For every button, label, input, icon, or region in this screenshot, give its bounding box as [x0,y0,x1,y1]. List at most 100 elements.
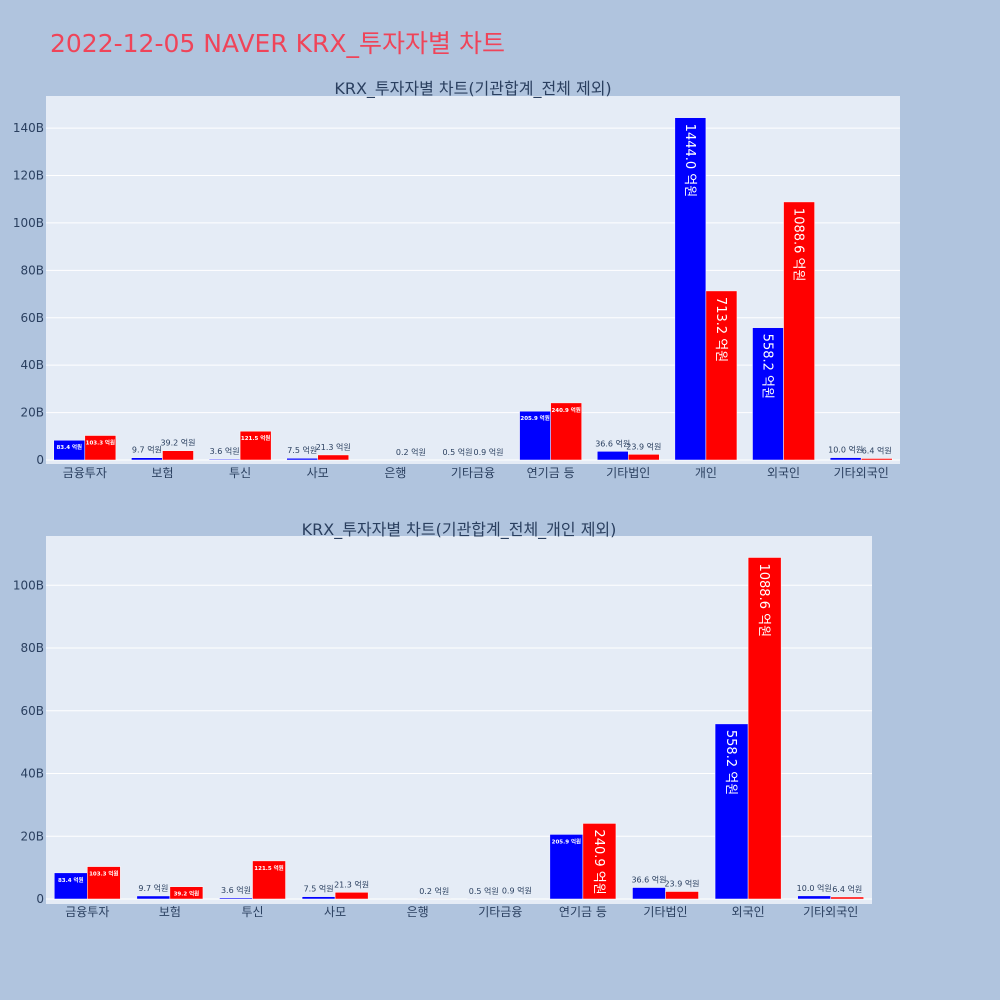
bar-value-label: 10.0 억원 [797,883,832,893]
chart-body: KRX_투자자별 차트(기관합계_전체 제외) 0 20B 40B 60B 80B 100B… [13,79,900,480]
bar-sell [334,892,369,900]
x-tick-label: 기타법인 [606,466,650,480]
y-tick-label: 100B [13,578,44,592]
bar-sell [860,458,893,461]
bar-sell [252,860,286,900]
bar-sell [628,454,660,461]
bar-value-label: 21.3 억원 [334,879,369,889]
chart-bottom: KRX_투자자별 차트(기관합계_전체_개인 제외) 0 20B 40B 60B 80B 1… [13,520,872,919]
bar-sell [317,454,350,461]
bar-value-label: 39.2 억원 [160,438,195,448]
bar-buy [632,887,666,900]
bar-sell [830,896,864,900]
bar-value-label: 7.5 억원 [304,884,334,894]
bar-sell [84,435,117,461]
bar-value-label: 0.5 억원 [442,447,472,457]
bar-buy [286,457,318,461]
bar-value-label: 9.7 억원 [138,883,168,893]
x-tick-label: 기타금융 [478,905,522,919]
bar-value-label: 39.2 억원 [174,890,200,898]
x-tick-label: 외국인 [732,905,765,919]
bar-value-label: 3.6 억원 [221,885,251,895]
bar-value-label: 558.2 억원 [759,334,774,399]
bar-buy [714,723,749,900]
bar-value-label: 9.7 억원 [132,445,162,455]
bar-buy [519,410,551,461]
bar-value-label: 240.9 억원 [551,406,580,414]
x-tick-label: 보험 [151,466,173,480]
bar-value-label: 0.2 억원 [419,886,449,896]
x-tick-label: 투신 [229,466,251,480]
bar-buy [131,457,163,461]
x-tick-label: 기타법인 [643,905,687,919]
x-tick-label: 기타금융 [451,466,495,480]
x-tick-label: 은행 [407,904,429,919]
bar-value-label: 103.3 억원 [86,439,115,447]
bar-buy [54,872,88,900]
bar-value-label: 3.6 억원 [210,446,240,456]
chart-title: KRX_투자자별 차트(기관합계_전체 제외) [334,79,611,99]
bar-value-label: 1088.6 억원 [791,208,806,282]
y-tick-label: 120B [13,169,44,183]
bar-sell [747,557,782,900]
bar-buy [752,327,784,461]
bar-buy [219,897,253,900]
x-tick-label: 금융투자 [65,905,109,919]
bar-value-label: 0.9 억원 [474,447,504,457]
x-tick-label: 외국인 [767,466,800,480]
bar-value-label: 83.4 억원 [56,443,82,451]
x-tick-label: 개인 [695,466,717,480]
y-tick-label: 40B [20,767,44,781]
bar-buy [829,457,862,461]
bar-value-label: 121.5 억원 [241,434,270,442]
x-tick-label: 은행 [384,465,406,480]
bar-sell [162,450,194,461]
bar-value-label: 6.4 억원 [832,884,862,894]
bar-value-label: 121.5 억원 [254,864,283,872]
bar-value-label: 0.9 억원 [502,886,532,896]
bar-value-label: 205.9 억원 [520,414,549,422]
bar-buy [549,834,584,900]
bar-value-label: 21.3 억원 [316,442,351,452]
bar-value-label: 23.9 억원 [626,441,661,451]
bar-value-label: 0.5 억원 [469,886,499,896]
bar-value-label: 36.6 억원 [595,438,630,448]
x-tick-label: 사모 [324,905,346,919]
bar-sell [783,201,815,461]
bar-buy [301,896,336,900]
bar-buy [136,895,171,900]
bar-buy [797,895,831,900]
x-tick-label: 기타외국인 [834,466,889,480]
bar-value-label: 23.9 억원 [664,879,699,889]
bar-value-label: 713.2 억원 [713,297,728,362]
bar-buy [674,117,707,461]
x-tick-label: 기타외국인 [803,905,858,919]
bar-value-label: 103.3 억원 [89,870,118,878]
y-tick-label: 60B [20,704,44,718]
y-tick-label: 0 [36,892,44,906]
chart-body: KRX_투자자별 차트(기관합계_전체_개인 제외) 0 20B 40B 60B 80B 1… [13,520,872,919]
page-title: 2022-12-05 NAVER KRX_투자자별 차트 [50,29,505,58]
y-tick-label: 0 [36,453,44,467]
bar-sell [169,886,204,900]
bar-value-label: 10.0 억원 [828,445,863,455]
x-tick-label: 연기금 등 [527,466,575,480]
y-tick-label: 20B [20,829,44,843]
bar-buy [596,451,629,461]
y-tick-label: 20B [20,406,44,420]
x-tick-label: 금융투자 [63,466,107,480]
bar-value-label: 7.5 억원 [287,445,317,455]
bar-value-label: 0.2 억원 [396,447,426,457]
y-tick-label: 140B [13,121,44,135]
bar-value-label: 205.9 억원 [552,837,581,845]
bar-value-label: 1444.0 억원 [682,124,697,198]
x-tick-label: 연기금 등 [559,905,607,919]
bar-sell [582,823,617,900]
chart-top: KRX_투자자별 차트(기관합계_전체 제외) 0 20B 40B 60B 80B 100B… [13,79,900,480]
bar-buy [208,458,241,461]
y-tick-label: 40B [20,358,44,372]
y-tick-label: 100B [13,216,44,230]
bar-value-label: 558.2 억원 [723,730,738,795]
bar-sell [239,430,272,461]
